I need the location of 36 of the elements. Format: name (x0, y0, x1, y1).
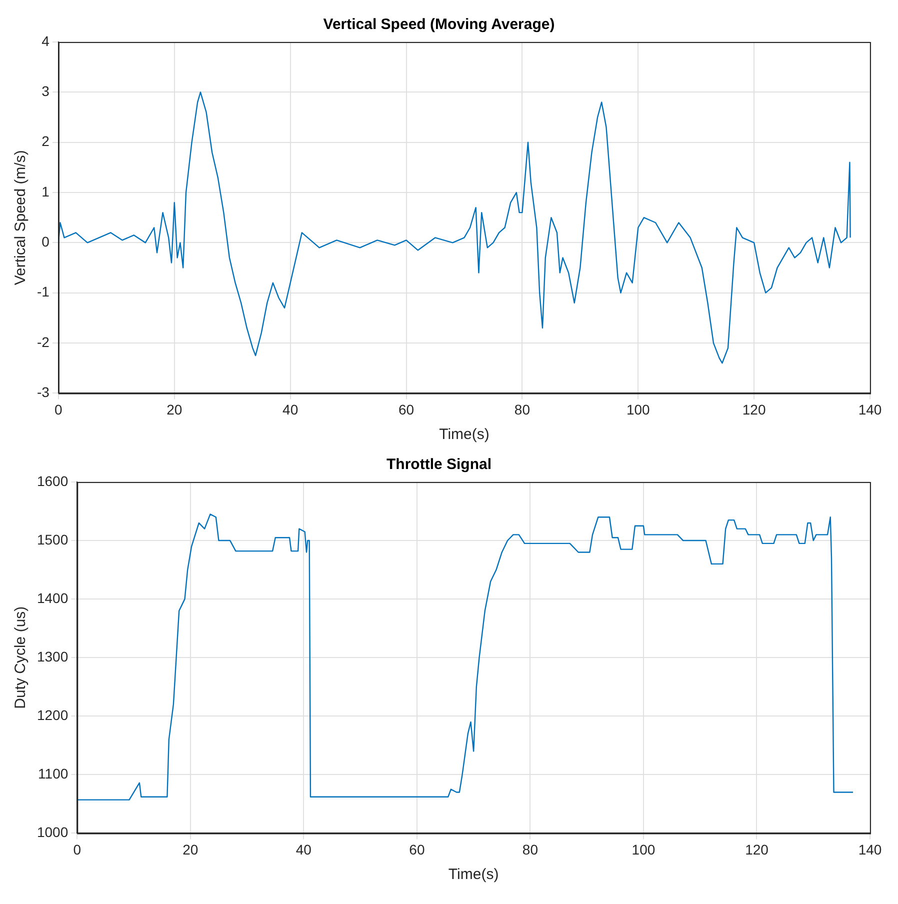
x-tick-label: 140 (858, 401, 882, 418)
x-tick-label: 140 (858, 841, 882, 858)
y-axis-title: Duty Cycle (us) (12, 606, 30, 709)
x-tick-label: 20 (182, 841, 198, 858)
x-tick-label: 100 (632, 841, 656, 858)
y-tick-label: 1500 (36, 531, 68, 548)
x-tick-label: 40 (282, 401, 298, 418)
x-tick-label: 80 (522, 841, 538, 858)
y-tick-label: 3 (42, 83, 50, 100)
x-tick-label: 100 (626, 401, 650, 418)
y-tick-label: 1200 (36, 706, 68, 723)
y-tick-label: 1100 (38, 766, 68, 782)
y-tick-label: 1 (42, 183, 50, 200)
y-tick-label: 0 (42, 234, 50, 250)
x-tick-label: 60 (409, 841, 425, 858)
y-tick-label: 1400 (36, 590, 68, 606)
x-tick-label: 0 (73, 841, 82, 858)
y-tick-label: 1600 (36, 472, 68, 489)
y-tick-label: -2 (36, 334, 50, 350)
x-tick-label: 60 (398, 401, 414, 418)
y-tick-label: 4 (42, 32, 50, 49)
x-axis-title: Time(s) (448, 866, 499, 884)
chart-title: Vertical Speed (Moving Average) (323, 16, 555, 34)
x-axis-title: Time(s) (439, 426, 490, 444)
x-tick-label: 20 (166, 401, 182, 418)
y-tick-label: 1300 (36, 648, 68, 664)
y-tick-label: -3 (36, 384, 50, 400)
y-tick-label: -1 (36, 284, 50, 300)
y-axis-title: Vertical Speed (m/s) (12, 150, 30, 286)
y-tick-label: 1000 (36, 824, 68, 840)
x-tick-label: 80 (514, 401, 530, 418)
y-tick-label: 2 (42, 133, 50, 150)
chart-title: Throttle Signal (386, 456, 492, 474)
x-tick-label: 120 (742, 401, 766, 418)
x-tick-label: 40 (296, 841, 312, 858)
x-tick-label: 120 (745, 841, 769, 858)
